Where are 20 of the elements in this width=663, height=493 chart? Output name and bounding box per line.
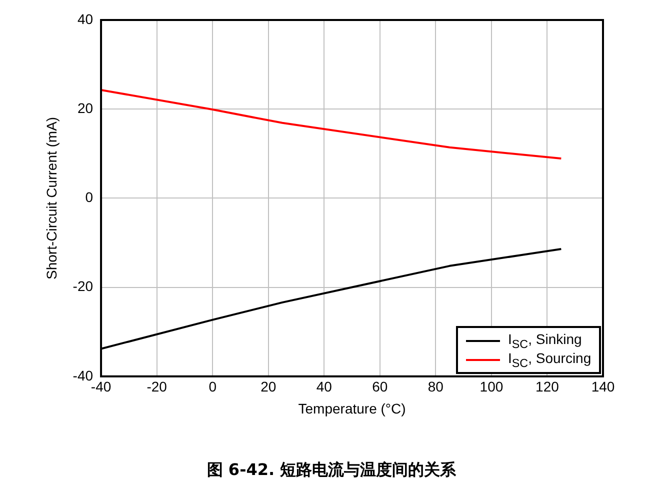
y-tick-label: 40	[77, 10, 94, 27]
y-tick-label: -20	[72, 278, 94, 294]
x-tick-label: 120	[536, 378, 560, 395]
x-tick-label: 80	[428, 378, 444, 395]
y-tick-label: 0	[85, 189, 94, 206]
x-tick-label: 60	[372, 378, 388, 395]
caption: 图 6-42. 短路电流与温度间的关系	[206, 460, 458, 481]
x-tick-label: 40	[316, 378, 332, 395]
x-tick-label: -20	[146, 378, 168, 395]
x-tick-label: 100	[480, 378, 504, 395]
x-axis-title: Temperature (°C)	[298, 400, 406, 416]
x-tick-label: 20	[260, 378, 276, 395]
legend-label: I$_{SC}$, Sourcing	[508, 350, 592, 370]
legend-label: I$_{SC}$, Sinking	[508, 331, 582, 351]
y-tick-label: -40	[72, 367, 94, 384]
y-axis-title: Short-Circuit Current (mA)	[43, 116, 60, 280]
x-tick-label: -40	[90, 378, 112, 395]
y-tick-label: 20	[77, 100, 94, 116]
x-tick-label: 0	[208, 378, 217, 395]
x-tick-label: 140	[591, 378, 615, 395]
